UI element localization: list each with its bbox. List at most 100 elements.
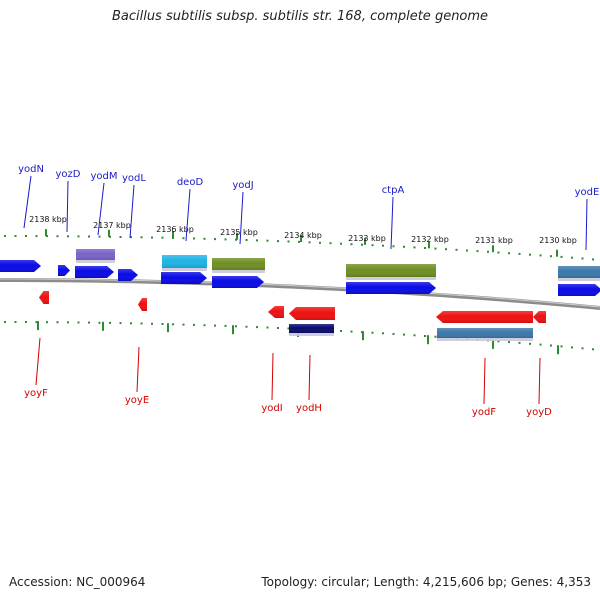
ruler-dot <box>455 248 458 251</box>
ruler-dot <box>361 243 363 246</box>
gene-label-reverse: yodF <box>472 407 496 418</box>
gene-leader-line <box>35 337 41 386</box>
ruler-dot <box>98 321 101 324</box>
ruler-dot <box>56 235 59 238</box>
feature-bar <box>558 266 600 281</box>
ruler-dot <box>529 342 531 345</box>
ruler-dot <box>4 321 6 323</box>
gene-leader-line <box>538 357 541 405</box>
ruler-dot <box>245 239 248 241</box>
scale-label: 2138 kbp <box>29 215 67 224</box>
gene-label-forward: yodJ <box>232 180 253 191</box>
ruler-dot <box>98 235 101 238</box>
ruler-dot <box>497 340 500 343</box>
ruler-dot <box>119 322 122 325</box>
gene-arrow-reverse <box>533 311 546 323</box>
gene-arrow-forward <box>75 266 114 278</box>
ruler-dot <box>518 341 521 344</box>
ruler-dot <box>560 255 563 258</box>
scale-label: 2133 kbp <box>348 234 386 243</box>
ruler-dot <box>319 241 321 244</box>
gene-label-reverse: yodH <box>296 403 322 414</box>
label-layer: 2138 kbp 2137 kbp 2136 kbp 2135 kbp 2134 kbp… <box>18 164 599 418</box>
ruler-dot <box>277 327 279 329</box>
backbone-line <box>0 278 600 310</box>
ruler-dot <box>256 326 258 329</box>
ruler-dot <box>109 321 111 324</box>
ruler-dot <box>350 330 353 333</box>
ruler-dot <box>287 240 290 243</box>
ruler-dot <box>434 335 437 338</box>
gene-leader-line <box>129 184 135 239</box>
gene-leader-line <box>136 346 140 393</box>
gene-leader-line <box>185 188 191 242</box>
ruler-dot <box>392 333 395 335</box>
gene-arrow-forward <box>346 282 436 294</box>
feature-bar <box>437 328 533 341</box>
ruler-dot <box>550 344 552 347</box>
gene-leader-line <box>390 196 394 250</box>
ruler-dot <box>266 239 269 242</box>
gene-leader-line <box>23 175 32 229</box>
ruler-dot <box>371 244 374 247</box>
ruler-dot <box>508 341 510 344</box>
ruler-dot <box>77 321 80 324</box>
ruler-dot <box>560 345 563 348</box>
ruler-dot <box>518 252 521 255</box>
ruler-dot <box>539 254 542 257</box>
ruler-dot <box>581 257 584 260</box>
ruler-dot <box>413 334 416 337</box>
feature-layer <box>0 249 600 341</box>
gene-arrow-reverse <box>436 311 533 323</box>
ruler-dot <box>329 242 332 245</box>
ruler-dot <box>182 323 185 326</box>
ruler-dot <box>266 326 269 329</box>
ruler-dot <box>392 245 395 248</box>
ruler-dot <box>466 249 468 252</box>
ruler-dot <box>298 240 300 243</box>
ruler-dot <box>35 235 38 238</box>
ruler-dot <box>4 235 6 237</box>
gene-arrow-reverse <box>138 298 147 311</box>
ruler-dot <box>487 250 489 253</box>
ruler-dot <box>287 327 290 330</box>
gene-label-forward: ctpA <box>382 185 405 196</box>
ruler-dot <box>67 321 69 324</box>
gene-label-forward: deoD <box>177 177 204 188</box>
ruler-dot <box>193 323 195 326</box>
ruler-dot <box>592 348 594 351</box>
scale-label: 2134 kbp <box>284 231 322 240</box>
feature-bar <box>76 249 115 263</box>
ruler-dot <box>172 323 174 326</box>
genome-summary-text: Topology: circular; Length: 4,215,606 bp… <box>261 575 591 589</box>
gene-label-forward: yodL <box>122 173 146 184</box>
gene-leader-line <box>97 182 105 236</box>
ruler-dot <box>571 346 573 349</box>
upper-dotted-ruler <box>4 229 594 261</box>
ruler-dot <box>151 236 153 239</box>
ruler-dot <box>382 332 384 335</box>
ruler-dot <box>235 325 237 328</box>
gene-arrow-forward <box>161 272 207 284</box>
gene-arrow-forward <box>0 260 41 272</box>
ruler-dot <box>308 241 311 244</box>
ruler-dot <box>161 323 164 325</box>
gene-label-reverse: yoyF <box>24 388 48 399</box>
gene-label-reverse: yoyD <box>526 407 552 418</box>
scale-label: 2131 kbp <box>475 236 513 245</box>
gene-label-reverse: yodI <box>261 403 282 414</box>
gene-arrow-forward <box>212 276 264 288</box>
ruler-dot <box>77 235 80 238</box>
ruler-dot <box>130 236 132 239</box>
gene-arrow-forward <box>558 284 600 296</box>
ruler-dot <box>224 238 227 241</box>
ruler-dot <box>497 251 500 254</box>
ruler-dot <box>203 324 206 327</box>
gene-leader-line <box>271 352 274 401</box>
gene-label-forward: yodE <box>575 187 600 198</box>
feature-bar <box>346 264 436 280</box>
ruler-dot <box>151 322 153 325</box>
gene-arrow-reverse <box>268 306 284 318</box>
ruler-dot <box>14 235 17 237</box>
ruler-dot <box>382 244 384 247</box>
